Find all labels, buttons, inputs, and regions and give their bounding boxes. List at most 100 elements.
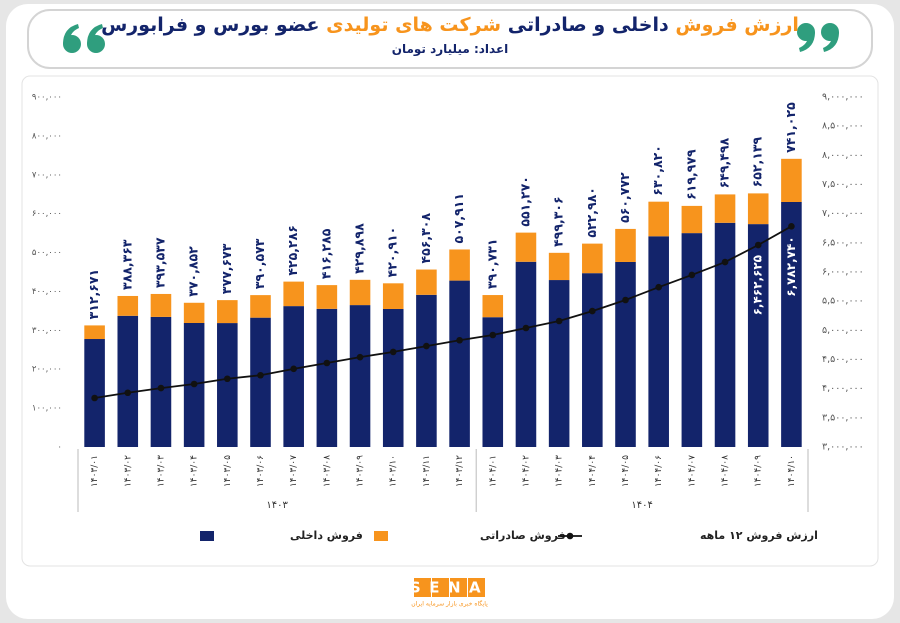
line-point bbox=[456, 336, 463, 344]
bar-segment bbox=[250, 295, 271, 318]
bar-segment bbox=[316, 308, 338, 447]
legend-marker bbox=[566, 532, 574, 540]
y-tick-label: ۳۰۰,۰۰۰ bbox=[32, 326, 62, 336]
line-point bbox=[124, 389, 132, 397]
line-point bbox=[423, 342, 430, 350]
x-tick-label: ۱۴۰۴/۰۳ bbox=[555, 455, 565, 487]
bar-segment bbox=[648, 236, 669, 447]
title-part: شرکت های تولیدی bbox=[326, 14, 502, 36]
line-point bbox=[389, 348, 397, 356]
line-point bbox=[522, 324, 530, 332]
x-tick-label: ۱۴۰۴/۰۲ bbox=[521, 455, 531, 487]
y2-tick-label: ۸,۵۰۰,۰۰۰ bbox=[822, 121, 864, 132]
bar-segment bbox=[747, 193, 769, 225]
logo-box bbox=[450, 578, 467, 597]
total-label: ۳۹۳,۵۳۷ bbox=[152, 237, 167, 288]
total-label: ۶۴۹,۴۹۸ bbox=[717, 138, 732, 189]
line-point bbox=[356, 353, 364, 361]
logo-tagline: پایگاه خبری بازار سرمایه ایران bbox=[411, 600, 488, 608]
total-label: ۵۲۲,۹۸۰ bbox=[584, 187, 599, 238]
x-tick-label: ۱۴۰۳/۰۷ bbox=[289, 455, 299, 487]
logo-text: SENA bbox=[410, 579, 489, 597]
bar-segment bbox=[781, 201, 802, 447]
y2-tick-label: ۴,۰۰۰,۰۰۰ bbox=[822, 383, 864, 394]
bar-segment bbox=[183, 302, 205, 324]
y-tick-label: ۰ bbox=[57, 443, 62, 453]
logo-box bbox=[432, 578, 449, 597]
line-point bbox=[688, 271, 696, 279]
bar-segment bbox=[449, 280, 470, 447]
y-tick-label: ۹۰۰,۰۰۰ bbox=[32, 93, 62, 103]
y-tick-label: ۷۰۰,۰۰۰ bbox=[32, 170, 62, 180]
total-label: ۶۳۰,۸۲۰ bbox=[650, 145, 665, 196]
legend-label: فروش صادراتی bbox=[480, 529, 566, 542]
total-label: ۳۹۰,۵۷۳ bbox=[252, 238, 267, 289]
y-tick-label: ۵۰۰,۰۰۰ bbox=[32, 248, 62, 258]
total-label: ۴۲۵,۲۸۶ bbox=[285, 225, 300, 276]
bar-segment bbox=[150, 316, 172, 447]
x-tick-label: ۱۴۰۴/۰۸ bbox=[721, 455, 731, 487]
x-tick-label: ۱۴۰۳/۱۰ bbox=[389, 455, 399, 487]
total-label: ۳۷۰,۸۵۲ bbox=[186, 246, 201, 297]
quote-left bbox=[63, 24, 105, 53]
total-label: ۴۹۹,۳۰۶ bbox=[551, 196, 566, 247]
total-label: ۳۸۸,۳۶۳ bbox=[119, 239, 134, 290]
bar-segment bbox=[117, 295, 139, 316]
x-tick-label: ۱۴۰۳/۰۵ bbox=[223, 455, 233, 487]
x-tick-label: ۱۴۰۴/۰۷ bbox=[687, 455, 697, 487]
x-tick-label: ۱۴۰۳/۰۹ bbox=[356, 455, 366, 487]
title-part: عضو بورس و فرابورس bbox=[101, 14, 320, 36]
bar-segment bbox=[548, 252, 570, 281]
bar-segment bbox=[681, 205, 703, 234]
bar-segment bbox=[449, 249, 470, 281]
line-point bbox=[754, 241, 762, 249]
total-label: ۳۷۷,۶۷۳ bbox=[219, 243, 234, 294]
bar-segment bbox=[150, 293, 172, 317]
line-point bbox=[257, 371, 264, 379]
title: ارزش فروش داخلی و صادراتی شرکت های تولید… bbox=[90, 14, 810, 36]
y2-tick-label: ۸,۰۰۰,۰۰۰ bbox=[822, 150, 864, 161]
x-tick-label: ۱۴۰۳/۰۴ bbox=[190, 455, 200, 487]
bar-segment bbox=[349, 305, 371, 447]
y2-tick-label: ۹,۰۰۰,۰۰۰ bbox=[822, 92, 864, 103]
bar-segment bbox=[515, 232, 537, 262]
line-point bbox=[655, 283, 662, 291]
bar-segment bbox=[648, 201, 669, 237]
header-box bbox=[27, 9, 873, 69]
legend-swatch bbox=[374, 531, 388, 541]
bar-segment bbox=[482, 317, 504, 447]
line-point bbox=[290, 365, 297, 373]
total-label: ۷۴۱,۰۲۵ bbox=[783, 102, 798, 153]
total-label: ۶۵۲,۱۳۹ bbox=[750, 136, 765, 187]
line bbox=[94, 225, 792, 399]
total-label: ۳۹۰,۷۳۱ bbox=[484, 239, 499, 290]
x-tick-label: ۱۴۰۳/۰۲ bbox=[123, 455, 133, 487]
y-tick-label: ۴۰۰,۰۰۰ bbox=[32, 287, 62, 297]
bar-segment bbox=[84, 325, 105, 340]
bar-segment bbox=[416, 269, 437, 295]
bar-segment bbox=[382, 283, 404, 309]
bar-segment bbox=[217, 300, 238, 324]
y2-tick-label: ۵,۵۰۰,۰۰۰ bbox=[822, 296, 864, 307]
y-tick-label: ۱۰۰,۰۰۰ bbox=[32, 404, 62, 414]
quote-right bbox=[797, 23, 839, 52]
x-tick-label: ۱۴۰۴/۰۶ bbox=[654, 455, 664, 487]
line-point bbox=[589, 307, 596, 315]
bar-segment bbox=[615, 261, 636, 447]
total-label: ۵۶۰,۷۷۲ bbox=[617, 172, 632, 223]
logo-box bbox=[468, 578, 485, 597]
line-point bbox=[721, 258, 729, 266]
bar-segment bbox=[582, 273, 603, 447]
x-tick-label: ۱۴۰۴/۰۴ bbox=[588, 455, 598, 487]
y2-tick-label: ۶,۵۰۰,۰۰۰ bbox=[822, 237, 864, 248]
total-label: ۴۵۶,۳۰۸ bbox=[418, 213, 433, 264]
x-tick-label: ۱۴۰۳/۰۱ bbox=[90, 455, 100, 487]
bar-segment bbox=[84, 339, 105, 447]
line-point bbox=[323, 359, 331, 367]
x-tick-label: ۱۴۰۳/۰۳ bbox=[156, 455, 166, 487]
line-point bbox=[91, 394, 98, 402]
bar-segment bbox=[714, 194, 736, 223]
y2-tick-label: ۳,۵۰۰,۰۰۰ bbox=[822, 412, 864, 423]
y2-tick-label: ۷,۵۰۰,۰۰۰ bbox=[822, 179, 864, 190]
bar-segment bbox=[416, 294, 437, 447]
